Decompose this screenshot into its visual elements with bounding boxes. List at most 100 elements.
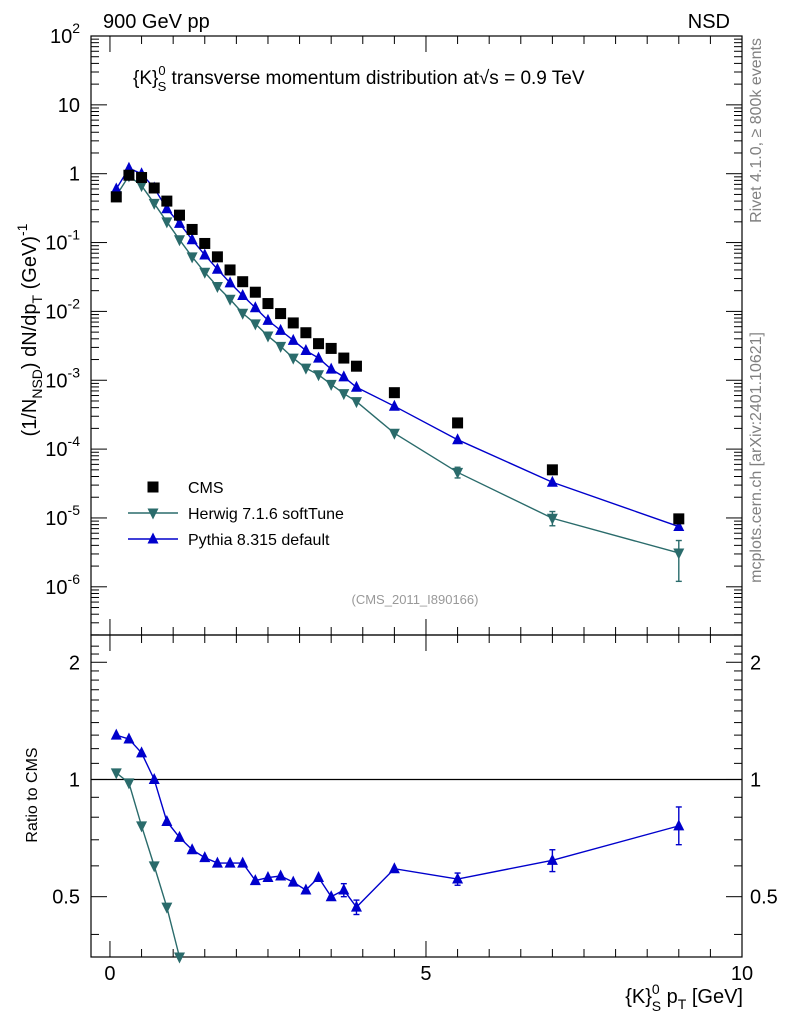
main-point-cms	[275, 308, 287, 320]
main-point-cms	[350, 360, 362, 372]
ratio-point-pythia-8-315-default	[199, 851, 211, 863]
title-sub: S	[158, 79, 167, 94]
xlabel-post: p	[661, 986, 678, 1008]
main-point-pythia-8-315-default	[199, 248, 211, 260]
ylabel-pre: (1/N	[19, 399, 41, 437]
ytick-base: 10	[45, 370, 67, 392]
main-point-cms	[224, 264, 236, 276]
main-point-pythia-8-315-default	[237, 289, 249, 301]
ylabel-sub2: T	[29, 294, 45, 303]
ratio-point-pythia-8-315-default	[325, 890, 337, 902]
ylabel-post: (GeV)	[19, 236, 41, 295]
main-point-pythia-8-315-default	[338, 370, 350, 382]
ratio-point-pythia-8-315-default	[300, 883, 312, 895]
ratio-point-pythia-8-315-default	[136, 746, 148, 758]
main-point-herwig-7-1-6-softtune	[673, 548, 685, 560]
main-point-herwig-7-1-6-softtune	[388, 428, 400, 440]
ytick-base: 10	[45, 577, 67, 599]
ratio-point-herwig-7-1-6-softtune	[148, 861, 160, 873]
main-point-cms	[237, 276, 249, 288]
main-point-pythia-8-315-default	[388, 399, 400, 411]
ratio-point-pythia-8-315-default	[546, 853, 558, 865]
watermark: (CMS_2011_I890166)	[352, 592, 479, 607]
xlabel: {K}0 S pT [GeV]	[625, 981, 743, 1014]
main-series	[110, 161, 685, 583]
main-point-herwig-7-1-6-softtune	[313, 370, 325, 382]
main-point-herwig-7-1-6-softtune	[211, 281, 223, 293]
xlabel-sub2: T	[678, 996, 687, 1012]
main-point-cms	[123, 169, 135, 181]
main-point-herwig-7-1-6-softtune	[300, 363, 312, 375]
main-point-herwig-7-1-6-softtune	[186, 252, 198, 264]
mcplots-label: mcplots.cern.ch [arXiv:2401.10621]	[748, 332, 765, 583]
ratio-frame	[90, 634, 743, 958]
ratio-point-pythia-8-315-default	[452, 872, 464, 884]
main-point-herwig-7-1-6-softtune	[275, 341, 287, 353]
xlabel-tail: [GeV]	[686, 986, 743, 1008]
main-point-herwig-7-1-6-softtune	[136, 181, 148, 193]
ratio-ytick-label-right: 2	[750, 652, 761, 674]
ratio-point-pythia-8-315-default	[673, 819, 685, 831]
ratio-series	[110, 728, 685, 964]
main-point-herwig-7-1-6-softtune	[452, 467, 464, 479]
main-ytick-label: 10-5	[45, 502, 80, 530]
ytick-base: 10	[50, 26, 72, 48]
main-point-pythia-8-315-default	[161, 202, 173, 214]
ylabel-sup: -1	[14, 223, 30, 236]
ratio-xtick-label: 10	[731, 963, 753, 985]
legend-label-cms: CMS	[188, 480, 224, 497]
header-left: 900 GeV pp	[103, 11, 210, 33]
ratio-point-pythia-8-315-default	[275, 869, 287, 881]
main-point-pythia-8-315-default	[249, 301, 261, 313]
title-mid: transverse momentum distribution at	[166, 68, 479, 89]
main-point-cms	[546, 464, 558, 476]
main-point-cms	[325, 342, 337, 354]
ytick-exp: -2	[68, 295, 81, 311]
main-point-herwig-7-1-6-softtune	[287, 353, 299, 365]
rivet-label: Rivet 4.1.0, ≥ 800k events	[748, 38, 765, 223]
title-post: = 0.9 TeV	[499, 68, 585, 89]
ratio-point-herwig-7-1-6-softtune	[110, 768, 122, 780]
main-point-cms	[300, 327, 312, 339]
main-point-herwig-7-1-6-softtune	[249, 319, 261, 331]
main-point-herwig-7-1-6-softtune	[173, 235, 185, 247]
xlabel-pre: {K}	[625, 986, 652, 1008]
ytick-exp: 2	[72, 20, 80, 36]
ratio-line-pythia-8-315-default	[116, 734, 679, 909]
ratio-point-pythia-8-315-default	[287, 875, 299, 887]
ratio-point-pythia-8-315-default	[173, 830, 185, 842]
ratio-point-pythia-8-315-default	[350, 900, 362, 912]
main-point-herwig-7-1-6-softtune	[237, 308, 249, 320]
main-point-pythia-8-315-default	[325, 362, 337, 374]
main-point-cms	[388, 387, 400, 399]
ratio-point-pythia-8-315-default	[262, 871, 274, 883]
main-ytick-label: 1	[69, 164, 80, 186]
ytick-base: 10	[45, 439, 67, 461]
legend-marker-cms	[147, 481, 159, 493]
ratio-ytick-label-right: 1	[750, 769, 761, 791]
ytick-base: 1	[69, 164, 80, 186]
ratio-point-pythia-8-315-default	[211, 856, 223, 868]
legend-label-pythia-8-315-default: Pythia 8.315 default	[188, 532, 330, 549]
main-point-pythia-8-315-default	[452, 433, 464, 445]
main-ylabel: (1/NNSD) dN/dpT (GeV)-1	[14, 223, 45, 436]
main-ytick-label: 10-3	[45, 364, 80, 392]
main-point-pythia-8-315-default	[673, 520, 685, 532]
ytick-base: 10	[45, 508, 67, 530]
main-point-pythia-8-315-default	[546, 475, 558, 487]
ratio-point-pythia-8-315-default	[338, 883, 350, 895]
main-point-herwig-7-1-6-softtune	[325, 379, 337, 391]
main-ytick-label: 10-6	[45, 571, 80, 599]
ratio-ytick-label: 1	[69, 769, 80, 791]
ratio-xtick-label: 0	[104, 963, 115, 985]
ytick-base: 10	[58, 95, 80, 117]
main-ytick-label: 10	[58, 95, 80, 117]
xlabel-sup: 0	[652, 981, 660, 997]
main-ytick-label: 102	[50, 20, 80, 48]
main-point-cms	[161, 195, 173, 207]
main-point-pythia-8-315-default	[186, 233, 198, 245]
main-point-cms	[673, 513, 685, 525]
ytick-exp: -4	[68, 433, 81, 449]
ratio-point-pythia-8-315-default	[224, 856, 236, 868]
main-point-cms	[136, 172, 148, 184]
